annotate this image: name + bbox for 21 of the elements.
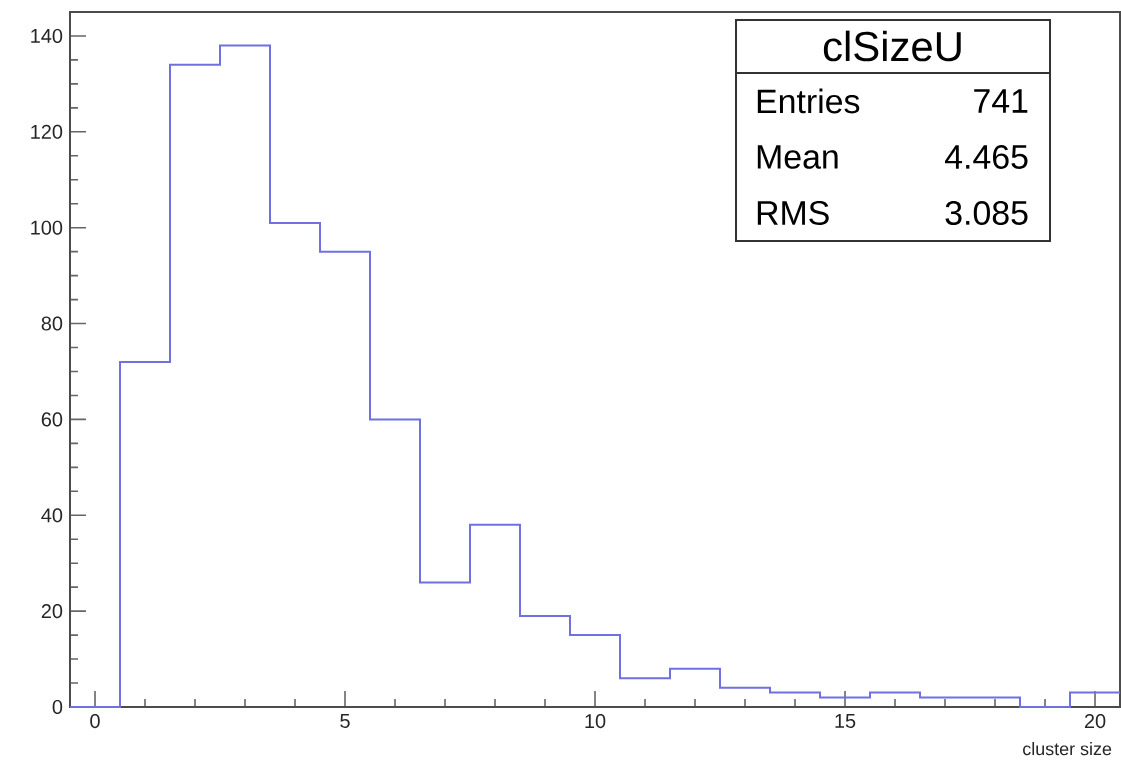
y-tick-label: 60 [41, 412, 63, 427]
annotation: Mean [757, 145, 838, 169]
annotation: 3.085 [945, 201, 1028, 225]
y-tick-label: 100 [31, 220, 63, 235]
x-tick-label: 10 [585, 714, 606, 729]
annotation: Entries [757, 88, 860, 114]
x-axis-title: cluster size [1023, 742, 1112, 756]
annotation: 741 [974, 89, 1028, 113]
y-tick-label: 80 [41, 316, 63, 331]
x-tick-label: 15 [835, 714, 856, 728]
y-tick-label: 40 [41, 508, 63, 523]
chart-title: clSizeU [823, 30, 961, 62]
x-tick-label: 0 [90, 714, 100, 729]
y-tick-label: 0 [52, 699, 63, 715]
x-tick-label: 20 [1084, 714, 1106, 729]
annotation: 4.465 [944, 145, 1028, 169]
y-tick-label: 120 [31, 124, 63, 139]
y-tick-label: 140 [31, 28, 63, 44]
annotation: RMS [757, 201, 829, 225]
y-tick-label: 20 [41, 604, 63, 619]
x-tick-label: 5 [340, 714, 350, 728]
